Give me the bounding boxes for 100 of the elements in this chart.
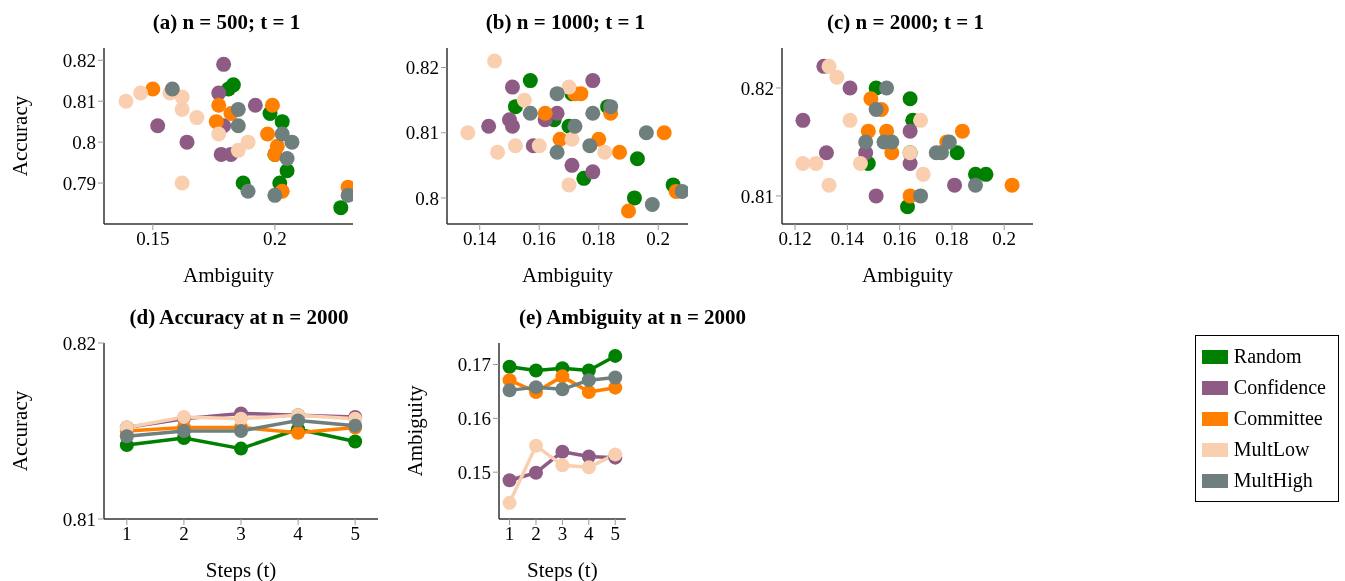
- y-tick-label: 0.82: [740, 77, 774, 99]
- x-tick-label: 5: [610, 523, 620, 545]
- point: [502, 383, 517, 398]
- point: [808, 156, 824, 172]
- point: [620, 203, 636, 219]
- legend-label: Committee: [1233, 406, 1323, 431]
- point: [230, 118, 246, 134]
- point: [240, 134, 256, 150]
- point: [582, 138, 598, 154]
- x-tick-label: 0.15: [136, 228, 170, 250]
- point: [531, 138, 547, 154]
- point: [549, 86, 565, 102]
- point: [913, 188, 929, 204]
- point: [119, 429, 134, 444]
- point: [549, 144, 565, 160]
- point: [208, 114, 224, 130]
- point: [902, 91, 918, 107]
- legend-label: Confidence: [1233, 375, 1326, 400]
- point: [656, 125, 672, 141]
- y-tick-label: 0.81: [62, 508, 96, 530]
- point: [133, 85, 149, 101]
- point: [528, 380, 543, 395]
- point: [487, 53, 503, 69]
- point: [537, 105, 553, 121]
- point: [626, 190, 642, 206]
- point: [868, 102, 884, 118]
- point: [284, 134, 300, 150]
- point: [230, 101, 246, 117]
- y-tick-label: 0.17: [457, 354, 491, 376]
- point: [522, 105, 538, 121]
- point: [674, 183, 688, 199]
- x-tick-label: 1: [122, 523, 132, 545]
- point: [211, 97, 227, 113]
- point: [858, 134, 874, 150]
- x-tick-label: 5: [350, 523, 360, 545]
- point: [150, 118, 166, 134]
- point: [279, 151, 295, 167]
- point: [216, 56, 232, 72]
- point: [581, 384, 596, 399]
- point: [481, 118, 497, 134]
- point: [211, 126, 227, 142]
- point: [348, 434, 363, 449]
- y-tick-label: 0.82: [62, 50, 96, 72]
- point: [234, 441, 248, 456]
- point: [333, 200, 349, 216]
- point: [949, 145, 965, 161]
- y-tick-label: 0.16: [457, 408, 491, 430]
- point: [852, 156, 868, 172]
- point: [1004, 177, 1020, 193]
- point: [247, 97, 263, 113]
- point: [504, 118, 520, 134]
- point: [174, 101, 190, 117]
- x-axis-title: Steps (t): [205, 558, 277, 581]
- point: [260, 126, 276, 142]
- point: [502, 359, 517, 374]
- x-tick-label: 0.2: [646, 228, 671, 250]
- point: [947, 177, 963, 193]
- point: [179, 134, 195, 150]
- y-tick-label: 0.79: [62, 172, 96, 194]
- chart-title: (e) Ambiguity at n = 2000: [517, 304, 748, 331]
- point: [555, 444, 570, 459]
- point: [564, 131, 580, 147]
- point: [291, 413, 306, 428]
- point: [274, 126, 290, 142]
- point: [795, 112, 811, 128]
- x-tick-label: 3: [236, 523, 246, 545]
- point: [234, 424, 248, 438]
- point: [644, 196, 660, 212]
- x-tick-label: 1: [504, 523, 515, 545]
- point: [504, 79, 520, 95]
- point: [528, 363, 543, 378]
- point: [585, 164, 601, 180]
- point: [555, 369, 570, 384]
- point: [585, 73, 601, 89]
- y-tick-label: 0.82: [62, 332, 96, 354]
- point: [555, 382, 570, 397]
- point: [528, 438, 543, 453]
- point: [608, 370, 623, 385]
- legend-label: Random: [1233, 344, 1302, 369]
- x-axis-title: Ambiguity: [521, 263, 614, 287]
- point: [490, 144, 506, 160]
- point: [913, 112, 929, 128]
- point: [240, 183, 256, 199]
- point: [567, 118, 583, 134]
- point: [842, 80, 858, 96]
- point: [564, 157, 580, 173]
- point: [145, 81, 161, 97]
- point: [967, 177, 983, 193]
- x-tick-label: 0.2: [992, 228, 1017, 250]
- point: [818, 145, 834, 161]
- x-tick-label: 0.14: [463, 228, 497, 250]
- x-tick-label: 0.18: [582, 228, 616, 250]
- point: [502, 473, 517, 488]
- point: [915, 166, 931, 182]
- point: [868, 188, 884, 204]
- point: [176, 424, 191, 438]
- point: [502, 495, 517, 510]
- point: [230, 142, 246, 158]
- point: [264, 97, 280, 113]
- chart-title: (c) n = 2000; t = 1: [826, 9, 985, 36]
